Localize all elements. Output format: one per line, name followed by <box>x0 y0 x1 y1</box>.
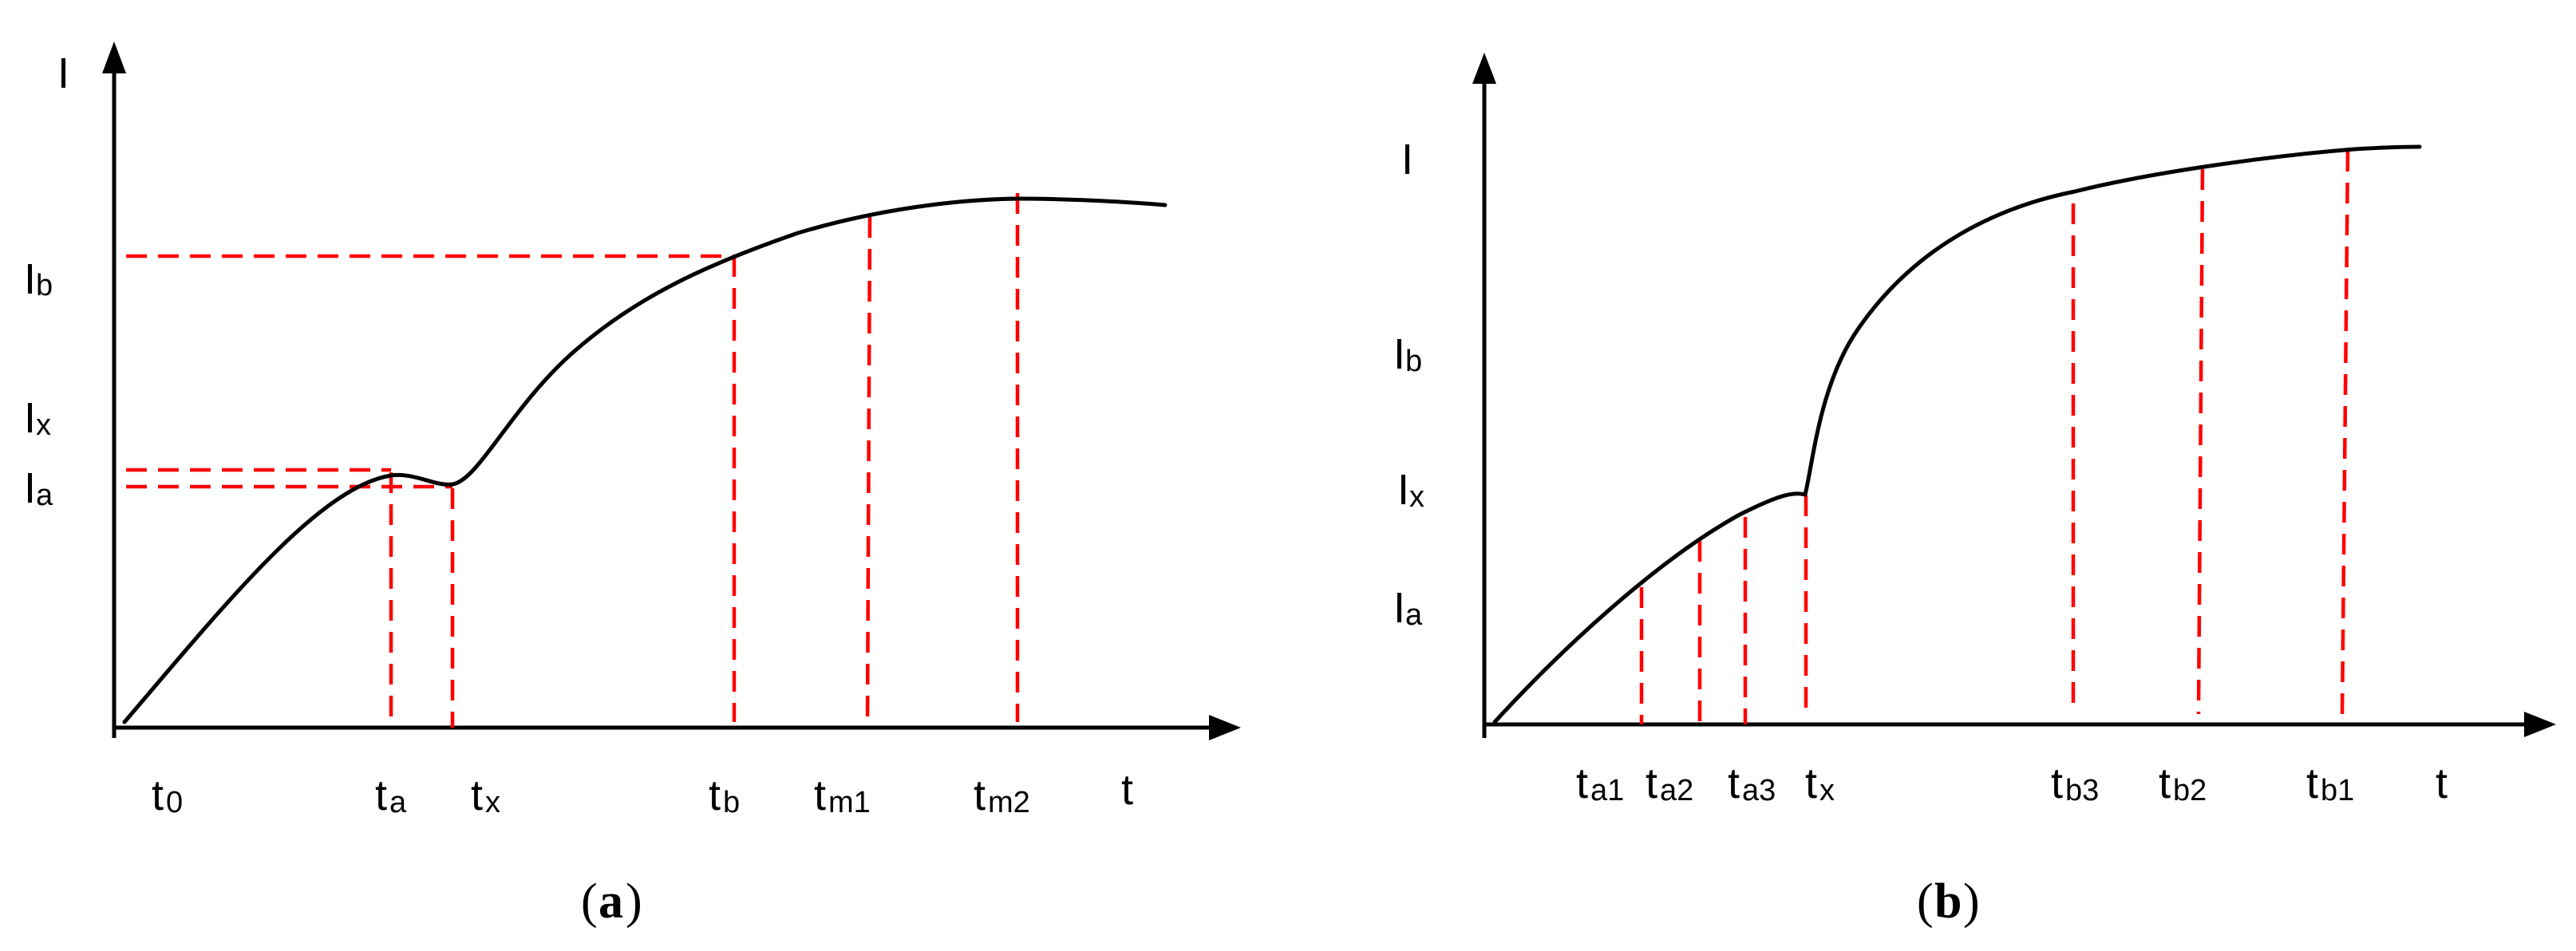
panel-a-y-axis-arrowhead <box>102 41 126 73</box>
svg-text:(: ( <box>1917 874 1934 929</box>
panel-a-y-label-ia: I a <box>24 464 53 512</box>
svg-text:t: t <box>974 771 986 819</box>
panel-b-y-axis-arrowhead <box>1472 53 1496 84</box>
panel-b-y-axis-label: I <box>1401 136 1413 183</box>
panel-a-y-label-ib: I b <box>24 255 53 303</box>
panel-a-guide-tm1-vertical <box>865 216 872 723</box>
svg-text:I: I <box>24 394 36 442</box>
svg-text:a: a <box>599 874 623 929</box>
panel-a-y-label-ix: I x <box>24 394 51 442</box>
svg-text:x: x <box>36 408 51 442</box>
svg-text:(: ( <box>581 874 598 929</box>
panel-b-x-axis-label: t <box>2436 760 2448 807</box>
svg-text:0: 0 <box>166 786 183 819</box>
panel-b-guide-tb1 <box>2340 150 2350 717</box>
svg-text:b: b <box>1934 874 1962 929</box>
panel-a-x-label-t0: t 0 <box>152 771 183 819</box>
svg-text:t: t <box>814 771 826 819</box>
svg-text:t: t <box>471 771 483 819</box>
svg-text:b: b <box>36 269 53 302</box>
svg-text:a1: a1 <box>1590 774 1624 807</box>
panel-b-x-label-tb1: t b1 <box>2306 760 2354 807</box>
panel-a-x-label-tm2: t m2 <box>974 771 1030 819</box>
panel-b-x-label-tb3: t b3 <box>2051 760 2099 807</box>
panel-a-x-axis-arrowhead <box>1209 715 1241 740</box>
svg-text:t: t <box>709 771 721 819</box>
svg-text:b1: b1 <box>2321 774 2354 807</box>
svg-text:t: t <box>1646 760 1657 807</box>
panel-b-guide-tb2 <box>2196 168 2205 715</box>
svg-text:x: x <box>1819 774 1835 807</box>
svg-text:b2: b2 <box>2173 774 2207 807</box>
svg-text:b3: b3 <box>2065 774 2099 807</box>
panel-a-caption: ( a ) <box>581 874 642 929</box>
svg-text:m1: m1 <box>828 786 871 819</box>
panel-a-current-curve <box>122 196 1167 724</box>
panel-b-x-axis-arrowhead <box>2524 712 2556 737</box>
panel-b-current-curve <box>1492 144 2422 724</box>
svg-text:x: x <box>485 786 500 819</box>
svg-text:I: I <box>1393 330 1405 378</box>
svg-text:a: a <box>389 786 407 819</box>
svg-text:I: I <box>1397 466 1409 514</box>
svg-text:t: t <box>1728 760 1740 807</box>
panel-b-x-label-tb2: t b2 <box>2159 760 2207 807</box>
panel-b-caption: ( b ) <box>1917 874 1980 929</box>
panel-a-x-label-tm1: t m1 <box>814 771 871 819</box>
panel-b-y-label-ix: I x <box>1397 466 1424 514</box>
svg-text:a: a <box>36 479 53 512</box>
svg-text:a2: a2 <box>1660 774 1693 807</box>
svg-text:I: I <box>24 464 36 512</box>
svg-text:t: t <box>152 771 164 819</box>
panel-b-x-label-tx: t x <box>1805 760 1835 807</box>
svg-text:b: b <box>1405 345 1422 378</box>
panel-a: I I b I x I a t 0 t a t x t b <box>24 41 1241 929</box>
svg-text:m2: m2 <box>988 786 1030 819</box>
panel-a-x-label-tx: t x <box>471 771 500 819</box>
svg-text:x: x <box>1409 480 1424 514</box>
panel-b: I I b I x I a t a1 t a2 t a3 t x <box>1393 53 2556 929</box>
panel-a-x-label-ta: t a <box>375 771 407 819</box>
svg-text:t: t <box>1576 760 1588 807</box>
panel-b-x-label-ta3: t a3 <box>1728 760 1776 807</box>
panel-b-x-label-ta2: t a2 <box>1646 760 1693 807</box>
svg-text:I: I <box>1393 584 1405 632</box>
svg-text:t: t <box>2306 760 2318 807</box>
svg-text:t: t <box>2159 760 2171 807</box>
svg-text:a3: a3 <box>1742 774 1776 807</box>
svg-text:a: a <box>1405 598 1423 632</box>
panel-b-y-label-ib: I b <box>1393 330 1422 378</box>
svg-text:): ) <box>626 874 642 929</box>
panel-a-x-label-tb: t b <box>709 771 740 819</box>
svg-text:t: t <box>2051 760 2063 807</box>
panel-a-x-axis-label: t <box>1121 766 1133 814</box>
svg-text:I: I <box>24 255 36 303</box>
svg-text:t: t <box>1805 760 1817 807</box>
panel-b-y-label-ia: I a <box>1393 584 1423 632</box>
svg-text:t: t <box>375 771 387 819</box>
svg-text:): ) <box>1963 874 1980 929</box>
panel-b-x-label-ta1: t a1 <box>1576 760 1624 807</box>
panel-a-y-axis-label: I <box>57 49 69 97</box>
svg-text:b: b <box>723 786 740 819</box>
